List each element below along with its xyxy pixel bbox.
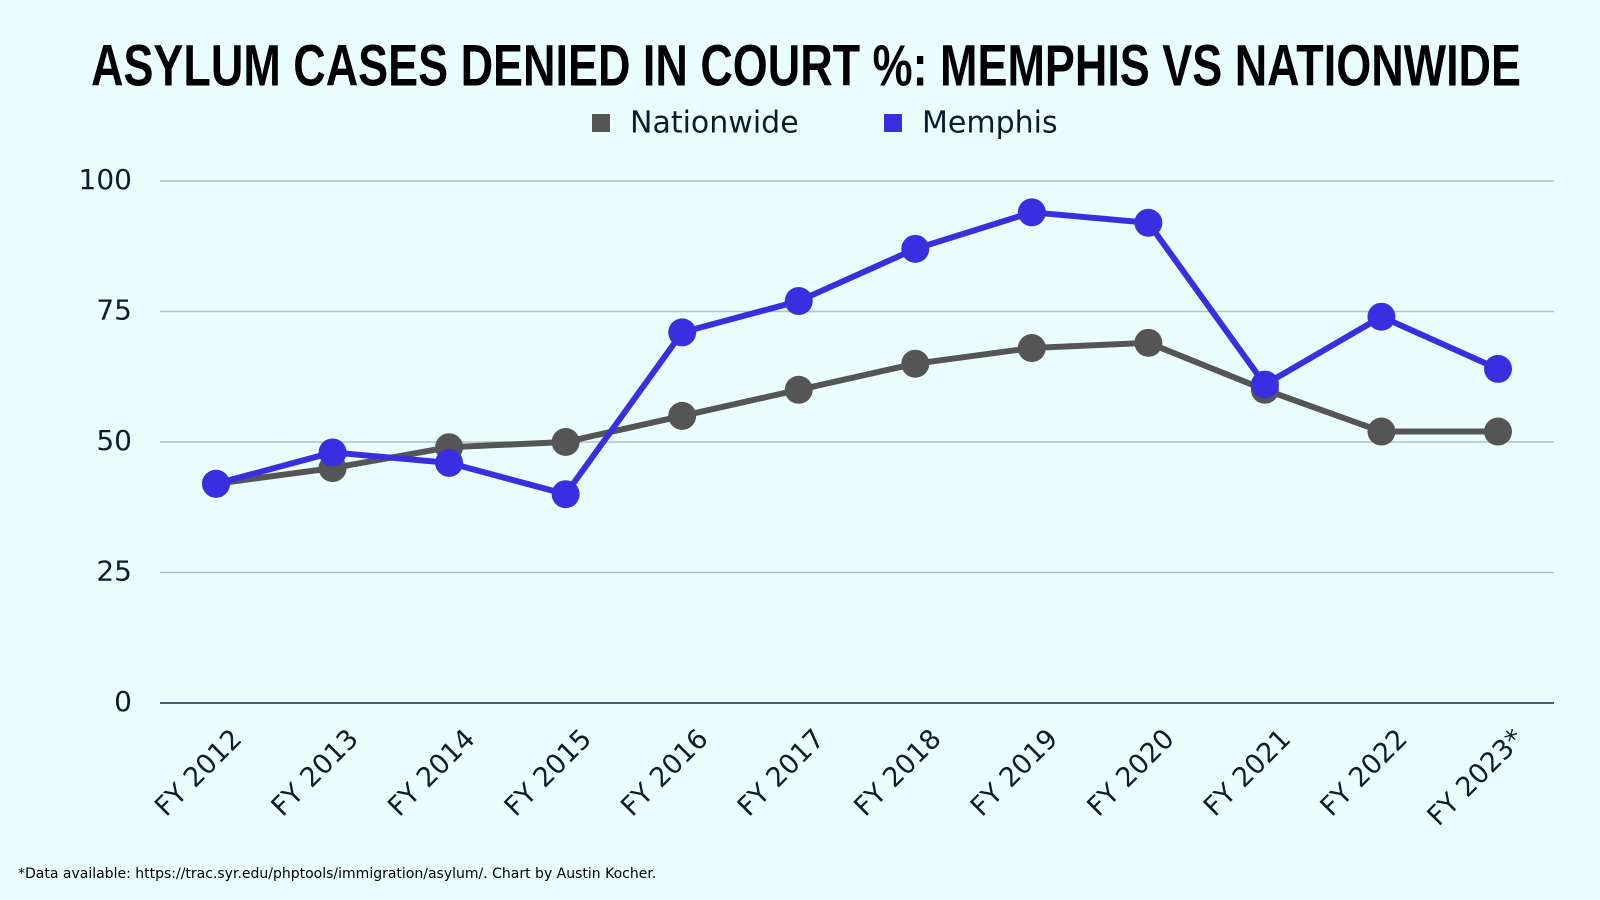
legend-swatch: [592, 114, 610, 132]
data-point: [1134, 328, 1163, 357]
chart-title: ASYLUM CASES DENIED IN COURT %: MEMPHIS …: [91, 33, 1521, 98]
legend: Nationwide Memphis: [592, 106, 1058, 141]
data-point: [901, 234, 930, 263]
data-point: [1017, 198, 1046, 227]
data-point: [1484, 354, 1512, 383]
series-line: [215, 339, 1498, 487]
data-point: [202, 469, 230, 498]
data-point: [668, 318, 697, 347]
y-tick-label: 100: [79, 163, 132, 196]
y-tick-label: 0: [114, 685, 132, 718]
legend-label: Memphis: [922, 106, 1058, 141]
data-point: [1250, 370, 1279, 399]
y-tick-label: 75: [96, 294, 132, 327]
legend-label: Nationwide: [630, 106, 799, 141]
data-point: [668, 401, 697, 430]
y-tick-label: 25: [96, 555, 132, 588]
data-point: [1367, 417, 1396, 446]
data-point: [784, 287, 813, 316]
data-point: [901, 349, 930, 378]
data-point: [784, 375, 813, 404]
series-line: [215, 209, 1500, 498]
legend-swatch: [884, 114, 902, 132]
data-point: [435, 448, 464, 477]
data-point: [1367, 302, 1396, 331]
data-point: [551, 480, 580, 509]
data-point: [551, 428, 580, 456]
y-tick-label: 50: [96, 424, 132, 457]
data-point: [1017, 334, 1046, 363]
data-point: [1134, 208, 1163, 237]
data-point: [318, 438, 347, 467]
footnote: *Data available: https://trac.syr.edu/ph…: [18, 866, 656, 882]
data-point: [1484, 417, 1512, 446]
